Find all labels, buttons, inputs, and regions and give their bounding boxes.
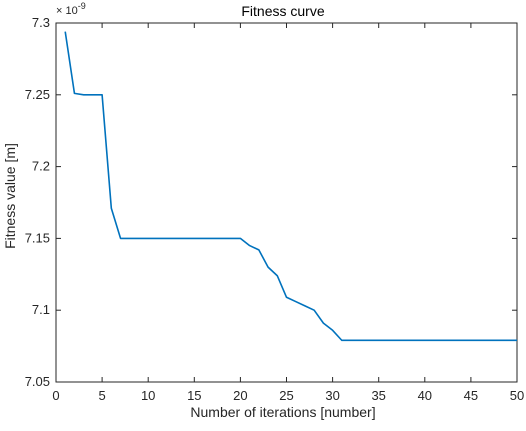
y-tick-label: 7.05	[25, 374, 50, 389]
y-tick-label: 7.15	[25, 230, 50, 245]
y-tick-label: 7.1	[32, 302, 50, 317]
x-tick-label: 35	[371, 388, 385, 403]
y-axis-exponent: × 10-9	[56, 1, 86, 17]
x-tick-label: 0	[52, 388, 59, 403]
chart-title: Fitness curve	[241, 3, 324, 19]
x-axis-ticks: 0 5 10 15 20 25 30 35 40 45 50	[52, 23, 524, 403]
y-tick-label: 7.3	[32, 15, 50, 30]
svg-text:× 10-9: × 10-9	[56, 1, 86, 17]
y-axis-title: Fitness value [m]	[2, 143, 18, 249]
x-tick-label: 30	[325, 388, 339, 403]
y-exponent-base: × 10	[56, 5, 78, 17]
x-tick-label: 20	[233, 388, 247, 403]
x-tick-label: 15	[187, 388, 201, 403]
y-tick-label: 7.25	[25, 87, 50, 102]
y-tick-label: 7.2	[32, 159, 50, 174]
x-tick-label: 5	[98, 388, 105, 403]
x-tick-label: 10	[141, 388, 155, 403]
fitness-series-line	[64, 31, 517, 342]
plot-area	[55, 22, 518, 383]
y-axis-ticks: 7.05 7.1 7.15 7.2 7.25 7.3	[25, 15, 517, 389]
y-exponent-power: -9	[78, 1, 86, 11]
x-tick-label: 40	[418, 388, 432, 403]
x-tick-label: 50	[510, 388, 524, 403]
x-tick-label: 25	[279, 388, 293, 403]
x-tick-label: 45	[464, 388, 478, 403]
x-axis-title: Number of iterations [number]	[190, 404, 375, 420]
